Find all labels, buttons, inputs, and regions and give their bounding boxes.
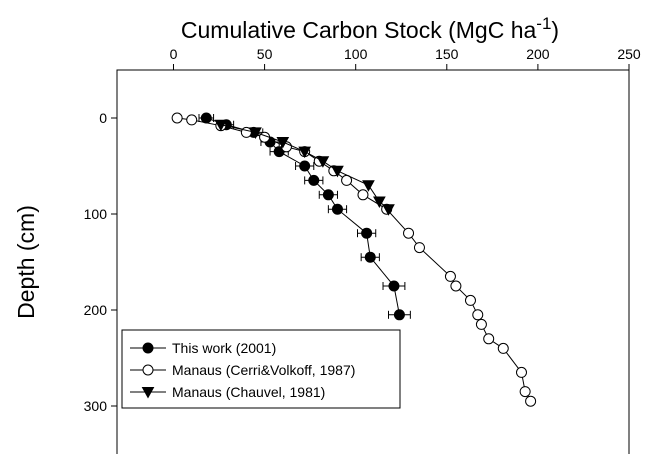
plot-frame xyxy=(116,69,630,454)
marker xyxy=(382,204,395,216)
marker xyxy=(444,270,456,282)
marker xyxy=(403,227,415,239)
x-axis-title-main: Cumulative Carbon Stock (MgC ha xyxy=(181,17,537,43)
x-tick-label: 100 xyxy=(344,46,368,62)
x-tick-label: 50 xyxy=(257,46,273,62)
marker xyxy=(364,251,376,263)
legend-label: Manaus (Chauvel, 1981) xyxy=(172,384,325,400)
marker xyxy=(497,342,509,354)
marker xyxy=(483,333,495,345)
marker xyxy=(525,395,537,407)
x-tick-label: 200 xyxy=(526,46,550,62)
marker xyxy=(171,112,183,124)
marker xyxy=(361,227,373,239)
marker xyxy=(200,112,212,124)
marker xyxy=(450,280,462,292)
marker xyxy=(519,386,531,398)
marker xyxy=(240,126,252,138)
marker xyxy=(331,165,344,178)
marker xyxy=(472,309,484,321)
marker xyxy=(214,119,228,132)
marker xyxy=(362,180,375,192)
marker xyxy=(413,242,425,254)
y-tick-label: 200 xyxy=(84,302,108,318)
marker xyxy=(322,189,334,201)
marker xyxy=(142,364,154,376)
marker xyxy=(373,196,386,209)
marker xyxy=(475,318,487,330)
y-tick-label: 0 xyxy=(99,110,107,126)
marker xyxy=(142,342,154,354)
marker xyxy=(464,294,476,306)
y-tick-label: 300 xyxy=(84,398,108,414)
marker xyxy=(186,114,198,126)
legend-label: Manaus (Cerri&Volkoff, 1987) xyxy=(172,362,355,378)
x-tick-label: 0 xyxy=(170,46,178,62)
marker xyxy=(276,137,290,149)
x-axis-title-superscript: -1 xyxy=(536,14,551,33)
marker xyxy=(249,127,262,139)
marker xyxy=(515,366,527,378)
marker xyxy=(357,189,369,201)
legend-label: This work (2001) xyxy=(172,340,276,356)
marker xyxy=(299,160,311,172)
x-tick-label: 150 xyxy=(435,46,459,62)
marker xyxy=(331,203,343,215)
y-axis-title: Depth (cm) xyxy=(13,205,39,319)
marker xyxy=(393,309,405,321)
x-axis-title-end: ) xyxy=(551,17,559,43)
marker xyxy=(308,174,320,186)
y-tick-label: 100 xyxy=(84,206,108,222)
legend-box xyxy=(121,329,401,409)
x-axis-title: Cumulative Carbon Stock (MgC ha-1) xyxy=(181,14,559,43)
x-tick-label: 250 xyxy=(617,46,641,62)
marker xyxy=(388,280,400,292)
marker xyxy=(141,387,155,399)
marker xyxy=(316,156,330,168)
marker xyxy=(298,146,312,159)
